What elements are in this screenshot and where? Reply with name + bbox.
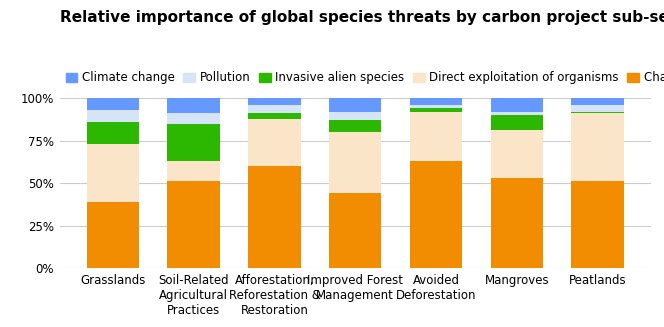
Bar (329, 98, 382, 112)
Bar (248, 98, 301, 105)
Bar (86, 202, 139, 268)
Bar (410, 98, 462, 105)
Bar (167, 124, 220, 161)
Bar (86, 144, 139, 202)
Bar (491, 130, 543, 178)
Bar (491, 178, 543, 268)
Bar (410, 108, 462, 112)
Bar (167, 98, 220, 113)
Bar (571, 112, 624, 113)
Bar (571, 98, 624, 105)
Bar (410, 112, 462, 161)
Bar (571, 113, 624, 181)
Bar (329, 112, 382, 120)
Bar (248, 118, 301, 166)
Legend: Climate change, Pollution, Invasive alien species, Direct exploitation of organi: Climate change, Pollution, Invasive alie… (66, 71, 664, 84)
Bar (329, 120, 382, 132)
Bar (86, 122, 139, 144)
Bar (491, 115, 543, 130)
Bar (86, 110, 139, 122)
Bar (167, 113, 220, 124)
Bar (491, 112, 543, 115)
Bar (248, 113, 301, 118)
Bar (410, 161, 462, 268)
Bar (329, 132, 382, 193)
Bar (248, 105, 301, 113)
Bar (329, 193, 382, 268)
Bar (248, 166, 301, 268)
Text: Relative importance of global species threats by carbon project sub-sector: Relative importance of global species th… (60, 10, 664, 25)
Bar (167, 181, 220, 268)
Bar (571, 105, 624, 112)
Bar (571, 181, 624, 268)
Bar (491, 98, 543, 112)
Bar (167, 161, 220, 181)
Bar (410, 105, 462, 108)
Bar (86, 98, 139, 110)
